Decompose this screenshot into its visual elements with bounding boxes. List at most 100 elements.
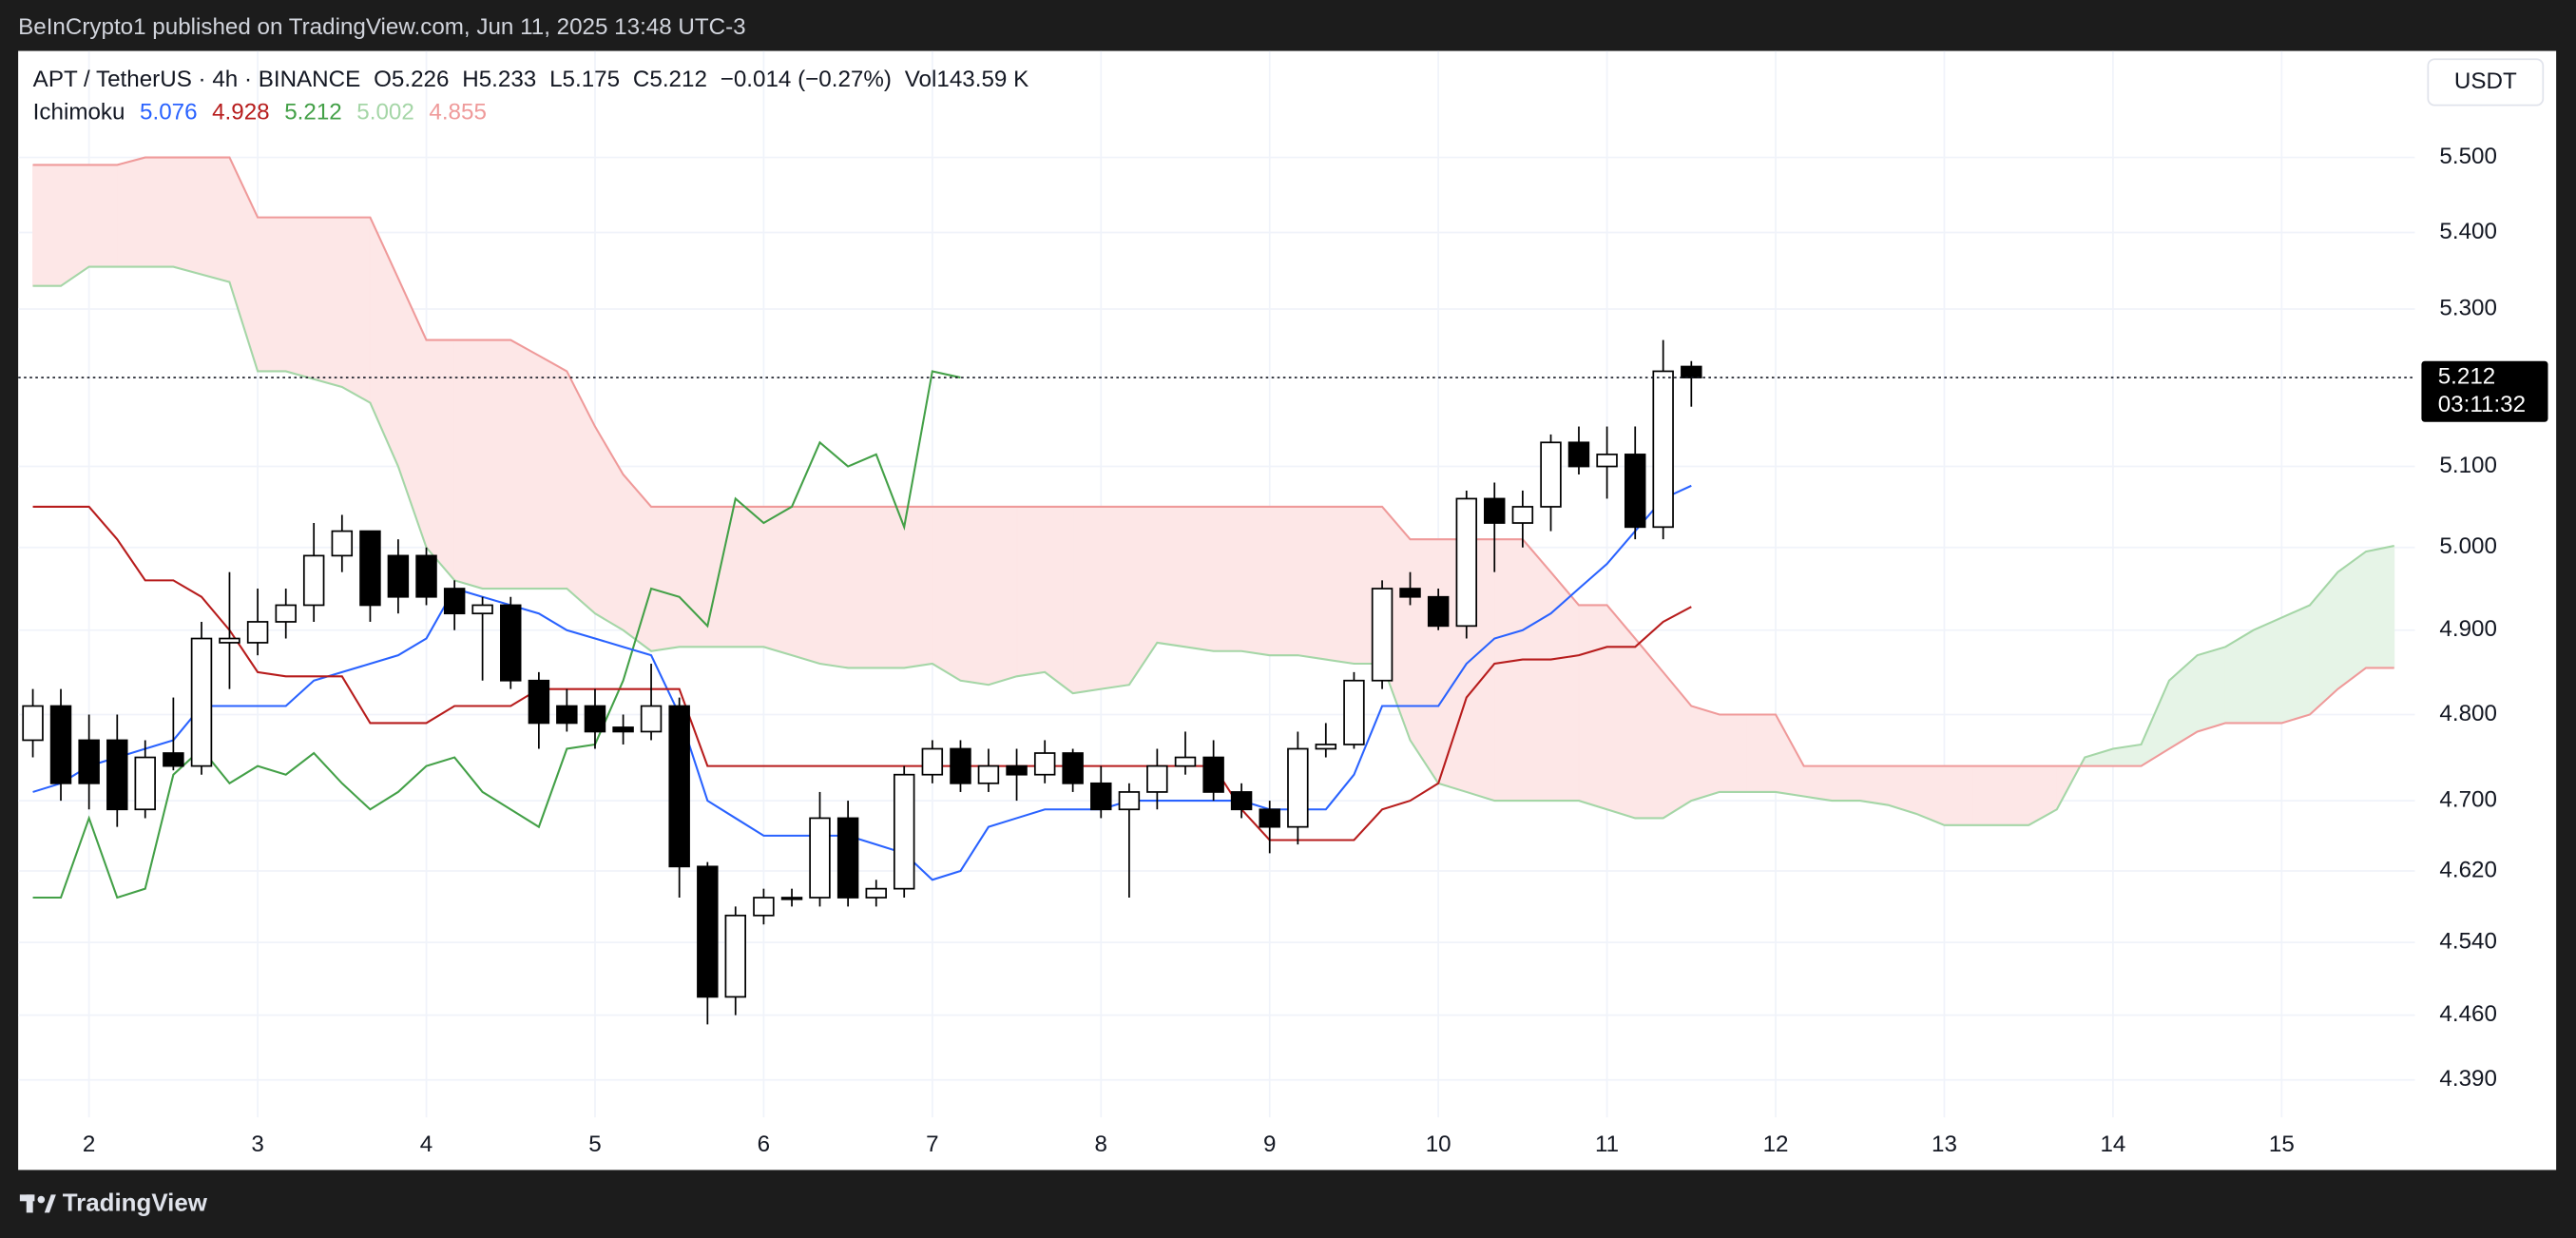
candle-body	[302, 554, 325, 607]
cloud-fill	[1240, 506, 1271, 656]
candle-body	[1118, 791, 1141, 811]
candle-body	[415, 554, 437, 598]
candle-body	[1090, 782, 1112, 811]
symbol-label: APT / TetherUS · 4h · BINANCE	[33, 67, 361, 92]
candle-body	[1174, 756, 1197, 767]
cloud-fill	[818, 506, 849, 669]
cloud-fill	[1016, 506, 1046, 677]
candle-body	[528, 679, 550, 725]
currency-button[interactable]	[2427, 58, 2545, 106]
cloud-fill	[1578, 604, 1608, 810]
cloud-fill	[1746, 713, 1777, 793]
cloud-fill	[791, 506, 821, 665]
candle-body	[1033, 752, 1056, 776]
ohlc-value: 5.175	[563, 67, 621, 92]
last-price-label: 5.212	[2438, 363, 2496, 389]
cloud-fill	[2253, 616, 2282, 724]
indicator-value: 5.212	[284, 100, 342, 126]
indicator-value: 4.928	[212, 100, 270, 126]
cloud-fill	[1549, 571, 1580, 802]
cloud-fill	[706, 506, 737, 648]
footer-brand: TradingView	[63, 1190, 208, 1217]
countdown-label: 03:11:32	[2438, 392, 2526, 417]
candle-body	[275, 604, 297, 623]
x-tick-label: 15	[2269, 1132, 2295, 1157]
cloud-fill	[959, 506, 990, 686]
y-tick-label: 5.000	[2439, 533, 2497, 559]
candle-body	[1484, 497, 1506, 524]
cloud-fill	[426, 339, 455, 582]
cloud-fill	[2000, 765, 2029, 826]
cloud-fill	[1044, 506, 1074, 695]
candle-body	[1624, 454, 1646, 529]
y-tick-label: 5.500	[2439, 144, 2497, 169]
cloud-fill	[257, 217, 287, 372]
y-tick-label: 4.460	[2439, 1001, 2497, 1027]
candle-body	[246, 621, 269, 644]
cloud-fill	[172, 157, 202, 276]
cloud-fill	[1269, 506, 1298, 656]
ohlc-key: C	[633, 67, 649, 92]
x-tick-label: 5	[588, 1132, 601, 1157]
indicator-line	[32, 156, 2394, 767]
candle-body	[724, 914, 747, 998]
candle-body	[1427, 595, 1450, 628]
cloud-fill	[1971, 765, 2002, 826]
y-tick-label: 4.390	[2439, 1066, 2497, 1092]
candle-body	[1259, 808, 1280, 828]
indicator-value: 4.855	[429, 100, 487, 126]
cloud-fill	[1493, 538, 1524, 802]
candle-body	[584, 705, 606, 733]
candle-body	[950, 747, 971, 784]
cloud-fill	[847, 506, 877, 668]
cloud-fill	[2365, 545, 2395, 668]
candle-body	[190, 637, 213, 767]
cloud-fill	[735, 506, 764, 648]
candle-body	[49, 705, 72, 784]
ohlc-value: 5.226	[392, 67, 450, 92]
cloud-fill	[313, 217, 343, 388]
y-tick-label: 5.400	[2439, 219, 2497, 244]
candle-body	[1146, 764, 1168, 793]
y-tick-label: 4.900	[2439, 616, 2497, 642]
indicator-line	[32, 265, 2394, 826]
candle-body	[1315, 744, 1337, 750]
cloud-fill	[650, 506, 681, 652]
candle-body	[331, 530, 354, 557]
candle-body	[1596, 454, 1618, 468]
candle-body	[977, 764, 1000, 784]
x-tick-label: 7	[926, 1132, 938, 1157]
cloud-fill	[2280, 604, 2311, 725]
candle-body	[1681, 365, 1702, 378]
candle-body	[836, 817, 859, 899]
candle-body	[697, 865, 719, 998]
publish-header: BeInCrypto1 published on TradingView.com…	[18, 14, 746, 40]
candle-body	[809, 817, 831, 899]
last-price-box	[2421, 360, 2548, 422]
candle-body	[1540, 441, 1562, 508]
x-tick-label: 10	[1426, 1132, 1451, 1157]
candle-body	[753, 897, 775, 917]
cloud-fill	[1156, 506, 1186, 648]
candle-body	[78, 739, 100, 784]
cloud-fill	[1072, 506, 1102, 694]
candle-body	[1202, 756, 1224, 793]
candle-body	[893, 773, 915, 890]
candle-body	[1455, 497, 1478, 628]
cloud-fill	[88, 164, 118, 268]
candle-body	[219, 637, 240, 644]
candle-body	[359, 530, 381, 607]
candle-body	[1399, 588, 1421, 598]
y-tick-label: 5.300	[2439, 295, 2497, 320]
cloud-fill	[201, 157, 230, 283]
candle-body	[387, 554, 410, 598]
candle-body	[921, 747, 944, 776]
x-tick-label: 8	[1095, 1132, 1107, 1157]
currency-label: USDT	[2454, 68, 2517, 94]
candle-body	[1567, 441, 1590, 468]
candle-body	[640, 705, 663, 733]
indicator-name: Ichimoku	[33, 100, 125, 126]
cloud-fill	[60, 164, 90, 287]
x-tick-label: 13	[1932, 1132, 1957, 1157]
